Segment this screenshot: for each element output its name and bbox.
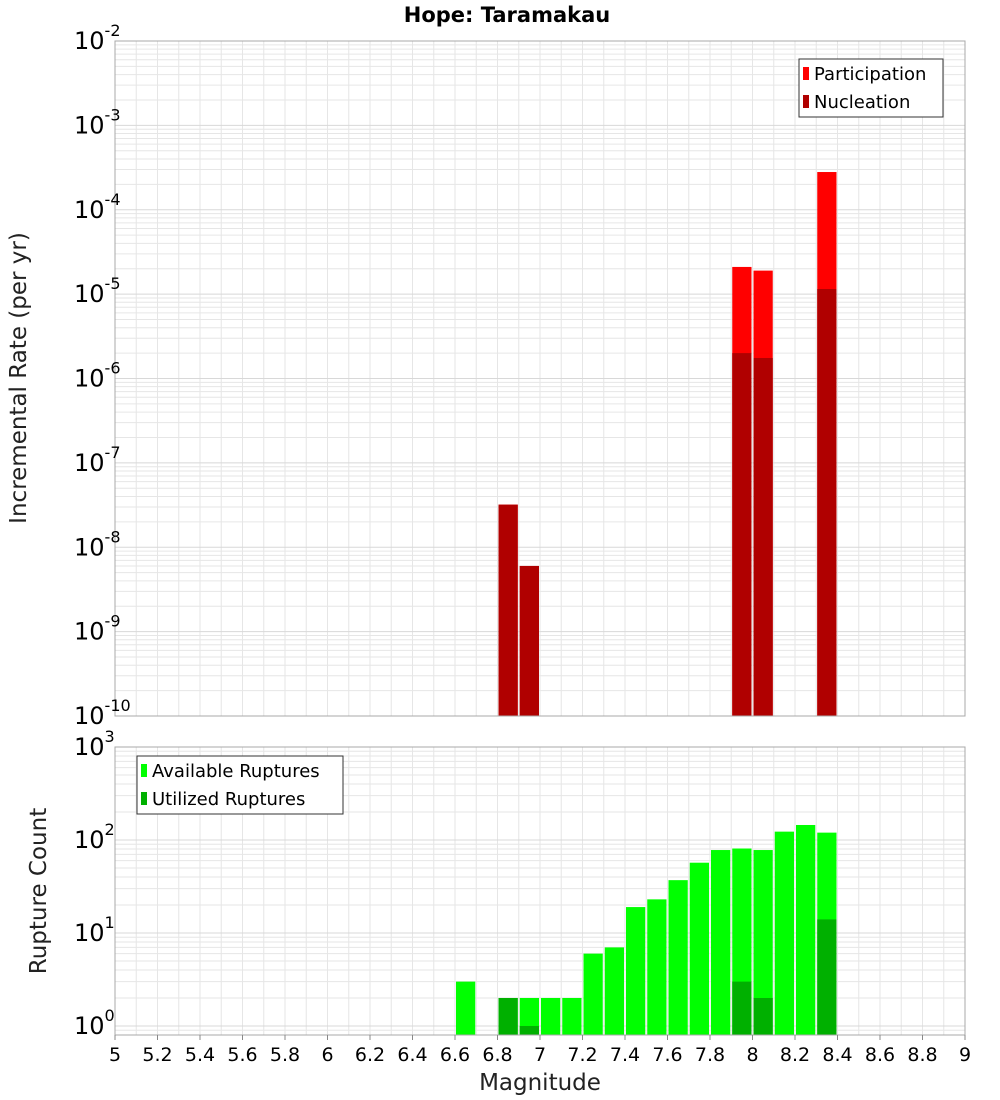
x-axis-label: Magnitude bbox=[479, 1070, 601, 1096]
rate-y-ticks: 10-10 10-9 10-8 10-7 10-6 10-5 10-4 10-3 10-2 bbox=[74, 21, 131, 730]
x-tick-label: 5.2 bbox=[142, 1044, 172, 1066]
x-tick-label: 9 bbox=[959, 1044, 971, 1066]
rate-bar-nucleation bbox=[519, 565, 539, 716]
rate-bars bbox=[498, 172, 837, 716]
x-tick-label: 7.6 bbox=[652, 1044, 682, 1066]
legend-label: Available Ruptures bbox=[152, 761, 320, 782]
x-tick-label: 5 bbox=[109, 1044, 121, 1066]
x-tick-label: 5.8 bbox=[270, 1044, 300, 1066]
x-tick-label: 7 bbox=[534, 1044, 546, 1066]
count-bar-available-ruptures bbox=[583, 953, 603, 1035]
count-y-axis-label: Rupture Count bbox=[26, 808, 52, 974]
count-bar-utilized-ruptures bbox=[732, 981, 752, 1035]
x-tick-label: 6.4 bbox=[397, 1044, 427, 1066]
rate-y-tick-label: 10-9 bbox=[74, 612, 121, 646]
count-y-tick-label: 103 bbox=[74, 727, 115, 761]
x-tick-label: 8 bbox=[746, 1044, 758, 1066]
x-tick-label: 7.8 bbox=[695, 1044, 725, 1066]
count-y-ticks: 100 101 102 103 bbox=[74, 727, 115, 1040]
legend-swatch bbox=[803, 95, 809, 108]
x-tick-label: 6.8 bbox=[482, 1044, 512, 1066]
legend-label: Participation bbox=[814, 64, 926, 85]
x-tick-label: 8.2 bbox=[780, 1044, 810, 1066]
count-bar-available-ruptures bbox=[774, 831, 794, 1035]
count-bar-available-ruptures bbox=[647, 899, 667, 1035]
x-tick-label: 8.6 bbox=[865, 1044, 895, 1066]
count-bar-available-ruptures bbox=[604, 947, 624, 1035]
rate-y-tick-label: 10-10 bbox=[74, 696, 131, 730]
rate-plot-frame bbox=[114, 40, 966, 717]
count-bar-utilized-ruptures bbox=[817, 919, 837, 1035]
count-bar-utilized-ruptures bbox=[753, 997, 773, 1035]
rate-y-tick-label: 10-3 bbox=[74, 105, 121, 139]
x-tick-label: 7.2 bbox=[567, 1044, 597, 1066]
rate-bar-nucleation bbox=[732, 353, 752, 716]
legend-label: Nucleation bbox=[814, 92, 910, 113]
rate-y-tick-label: 10-7 bbox=[74, 443, 121, 477]
count-y-tick-label: 102 bbox=[74, 820, 115, 854]
count-bars bbox=[456, 824, 837, 1035]
rate-bar-nucleation bbox=[498, 504, 518, 716]
count-bar-available-ruptures bbox=[456, 981, 476, 1035]
rate-grid bbox=[114, 40, 966, 717]
legend-box bbox=[136, 755, 344, 815]
count-legend: Available Ruptures Utilized Ruptures bbox=[136, 755, 344, 815]
legend-swatch bbox=[141, 764, 147, 777]
x-tick-label: 6 bbox=[321, 1044, 333, 1066]
count-bar-available-ruptures bbox=[711, 850, 731, 1035]
x-tick-label: 6.2 bbox=[355, 1044, 385, 1066]
rate-bar-nucleation bbox=[753, 357, 773, 716]
count-bar-available-ruptures bbox=[562, 997, 582, 1035]
x-ticks: 5 5.2 5.4 5.6 5.8 6 6.2 6.4 6.6 6.8 7 7.2 7.4 7.6 7.8 8… bbox=[109, 1035, 971, 1066]
rate-panel: 10-10 10-9 10-8 10-7 10-6 10-5 10-4 10-3 10-2 In… bbox=[6, 21, 966, 730]
chart-title: Hope: Taramakau bbox=[404, 3, 610, 27]
rate-y-tick-label: 10-2 bbox=[74, 21, 121, 55]
x-tick-label: 7.4 bbox=[610, 1044, 640, 1066]
rate-y-tick-label: 10-4 bbox=[74, 190, 121, 224]
x-tick-label: 8.4 bbox=[822, 1044, 852, 1066]
count-bar-available-ruptures bbox=[541, 997, 561, 1035]
rate-y-tick-label: 10-5 bbox=[74, 274, 121, 308]
rate-legend: Participation Nucleation bbox=[798, 58, 944, 118]
legend-box bbox=[798, 58, 944, 118]
count-y-tick-label: 101 bbox=[74, 913, 115, 947]
rate-y-tick-label: 10-6 bbox=[74, 359, 121, 393]
rate-y-axis-label: Incremental Rate (per yr) bbox=[6, 232, 32, 524]
count-bar-utilized-ruptures bbox=[519, 1025, 539, 1035]
rate-y-tick-label: 10-8 bbox=[74, 527, 121, 561]
count-bar-available-ruptures bbox=[626, 907, 646, 1035]
legend-swatch bbox=[803, 67, 809, 80]
count-panel: 100 101 102 103 5 5.2 5.4 5.6 5.8 6 6.2 6.4 6.6 6.8 7… bbox=[26, 727, 971, 1096]
count-bar-available-ruptures bbox=[796, 824, 816, 1035]
count-y-tick-label: 100 bbox=[74, 1006, 115, 1040]
x-tick-label: 8.8 bbox=[907, 1044, 937, 1066]
count-bar-available-ruptures bbox=[519, 997, 539, 1035]
legend-swatch bbox=[141, 792, 147, 805]
rate-bar-nucleation bbox=[817, 289, 837, 716]
x-tick-label: 6.6 bbox=[440, 1044, 470, 1066]
count-bar-available-ruptures bbox=[753, 850, 773, 1035]
x-tick-label: 5.6 bbox=[227, 1044, 257, 1066]
count-bar-available-ruptures bbox=[668, 880, 688, 1035]
count-bar-available-ruptures bbox=[689, 862, 709, 1035]
x-tick-label: 5.4 bbox=[185, 1044, 215, 1066]
legend-label: Utilized Ruptures bbox=[152, 789, 305, 810]
count-bar-utilized-ruptures bbox=[498, 997, 518, 1035]
